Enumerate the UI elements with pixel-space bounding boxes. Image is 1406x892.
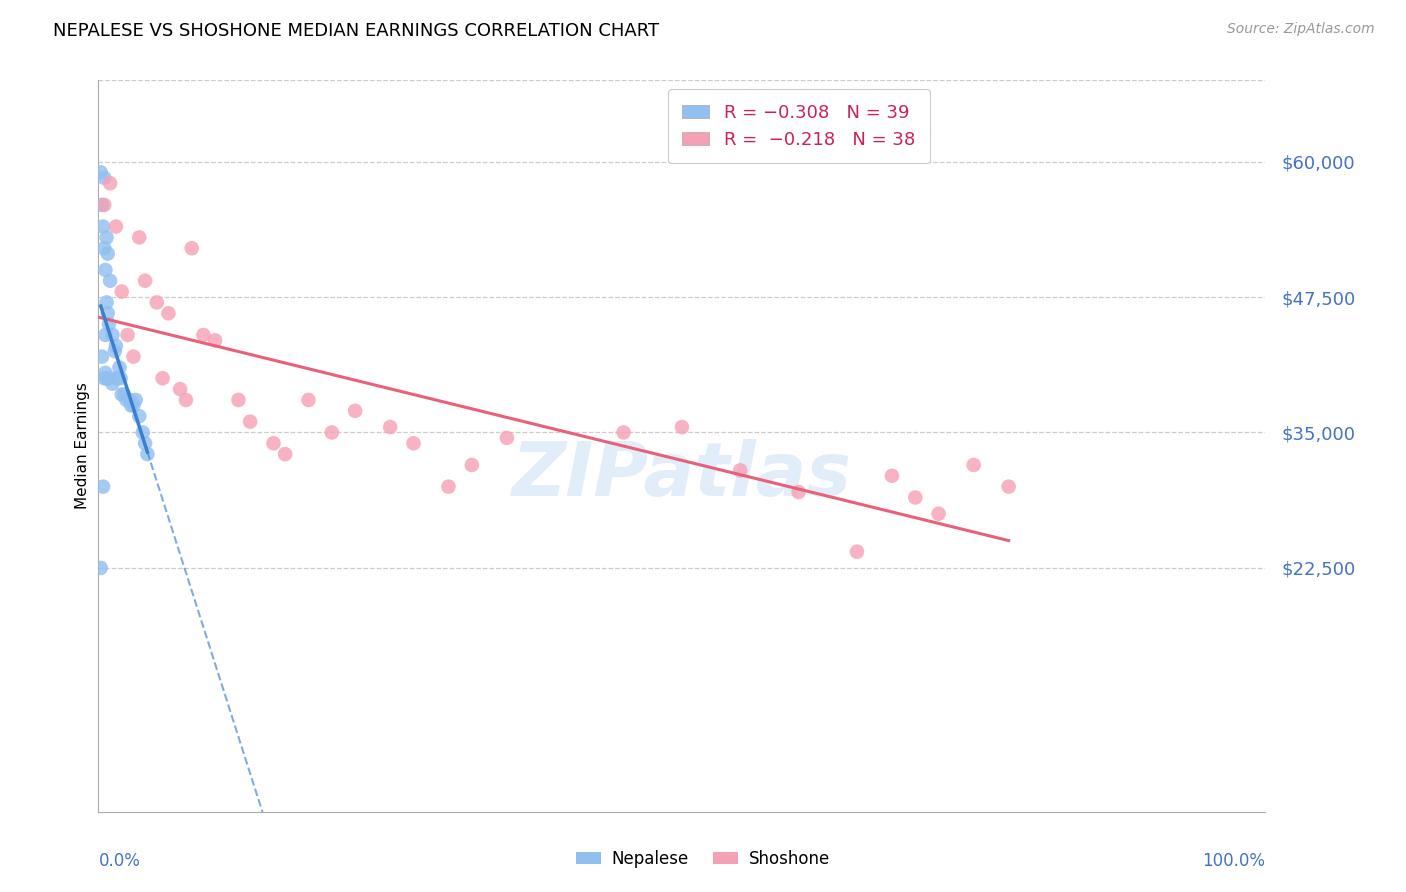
Point bbox=[613, 425, 636, 440]
Point bbox=[90, 350, 112, 364]
Point bbox=[91, 219, 114, 234]
Text: 0.0%: 0.0% bbox=[98, 852, 141, 870]
Text: NEPALESE VS SHOSHONE MEDIAN EARNINGS CORRELATION CHART: NEPALESE VS SHOSHONE MEDIAN EARNINGS COR… bbox=[53, 22, 659, 40]
Point bbox=[174, 392, 197, 407]
Text: Source: ZipAtlas.com: Source: ZipAtlas.com bbox=[1227, 22, 1375, 37]
Point bbox=[380, 420, 402, 434]
Point bbox=[96, 230, 118, 244]
Point bbox=[97, 317, 120, 331]
Point bbox=[671, 420, 693, 434]
Point bbox=[111, 285, 134, 299]
Text: ZIPatlas: ZIPatlas bbox=[512, 439, 852, 512]
Point bbox=[193, 327, 215, 342]
Point bbox=[437, 480, 460, 494]
Point bbox=[321, 425, 343, 440]
Point bbox=[262, 436, 284, 450]
Point bbox=[118, 392, 141, 407]
Point bbox=[132, 425, 155, 440]
Point bbox=[91, 480, 114, 494]
Point bbox=[146, 295, 169, 310]
Y-axis label: Median Earnings: Median Earnings bbox=[75, 383, 90, 509]
Point bbox=[157, 306, 180, 320]
Point bbox=[496, 431, 519, 445]
Point bbox=[134, 436, 156, 450]
Point bbox=[880, 468, 903, 483]
Legend: Nepalese, Shoshone: Nepalese, Shoshone bbox=[569, 844, 837, 875]
Legend: R = −0.308   N = 39, R =  −0.218   N = 38: R = −0.308 N = 39, R = −0.218 N = 38 bbox=[668, 89, 929, 163]
Point bbox=[101, 327, 124, 342]
Point bbox=[152, 371, 174, 385]
Point bbox=[112, 387, 135, 401]
Point bbox=[104, 344, 127, 359]
Point bbox=[98, 176, 121, 190]
Point bbox=[94, 263, 117, 277]
Point bbox=[108, 360, 131, 375]
Point bbox=[128, 409, 150, 424]
Point bbox=[997, 480, 1019, 494]
Point bbox=[104, 339, 127, 353]
Point bbox=[136, 447, 159, 461]
Point bbox=[98, 371, 121, 385]
Point bbox=[97, 306, 120, 320]
Point bbox=[90, 198, 112, 212]
Point bbox=[928, 507, 950, 521]
Point bbox=[90, 165, 112, 179]
Point bbox=[169, 382, 191, 396]
Point bbox=[122, 350, 145, 364]
Point bbox=[93, 170, 115, 185]
Point bbox=[110, 371, 132, 385]
Point bbox=[96, 295, 118, 310]
Point bbox=[93, 241, 115, 255]
Point bbox=[94, 366, 117, 380]
Point bbox=[787, 485, 810, 500]
Point bbox=[402, 436, 425, 450]
Text: 100.0%: 100.0% bbox=[1202, 852, 1265, 870]
Point bbox=[117, 327, 139, 342]
Point bbox=[93, 198, 115, 212]
Point bbox=[93, 371, 115, 385]
Point bbox=[120, 398, 142, 412]
Point bbox=[97, 246, 120, 260]
Point bbox=[461, 458, 484, 472]
Point bbox=[128, 230, 150, 244]
Point bbox=[846, 544, 869, 558]
Point bbox=[962, 458, 984, 472]
Point bbox=[94, 327, 117, 342]
Point bbox=[134, 274, 156, 288]
Point bbox=[125, 392, 148, 407]
Point bbox=[101, 376, 124, 391]
Point bbox=[228, 392, 250, 407]
Point bbox=[115, 392, 138, 407]
Point bbox=[344, 404, 367, 418]
Point bbox=[96, 371, 118, 385]
Point bbox=[274, 447, 297, 461]
Point bbox=[297, 392, 319, 407]
Point bbox=[105, 371, 128, 385]
Point bbox=[239, 415, 262, 429]
Point bbox=[730, 463, 752, 477]
Point bbox=[204, 334, 226, 348]
Point bbox=[104, 219, 127, 234]
Point bbox=[904, 491, 927, 505]
Point bbox=[111, 387, 134, 401]
Point bbox=[180, 241, 202, 255]
Point bbox=[98, 274, 121, 288]
Point bbox=[90, 561, 112, 575]
Point bbox=[97, 371, 120, 385]
Point bbox=[122, 398, 145, 412]
